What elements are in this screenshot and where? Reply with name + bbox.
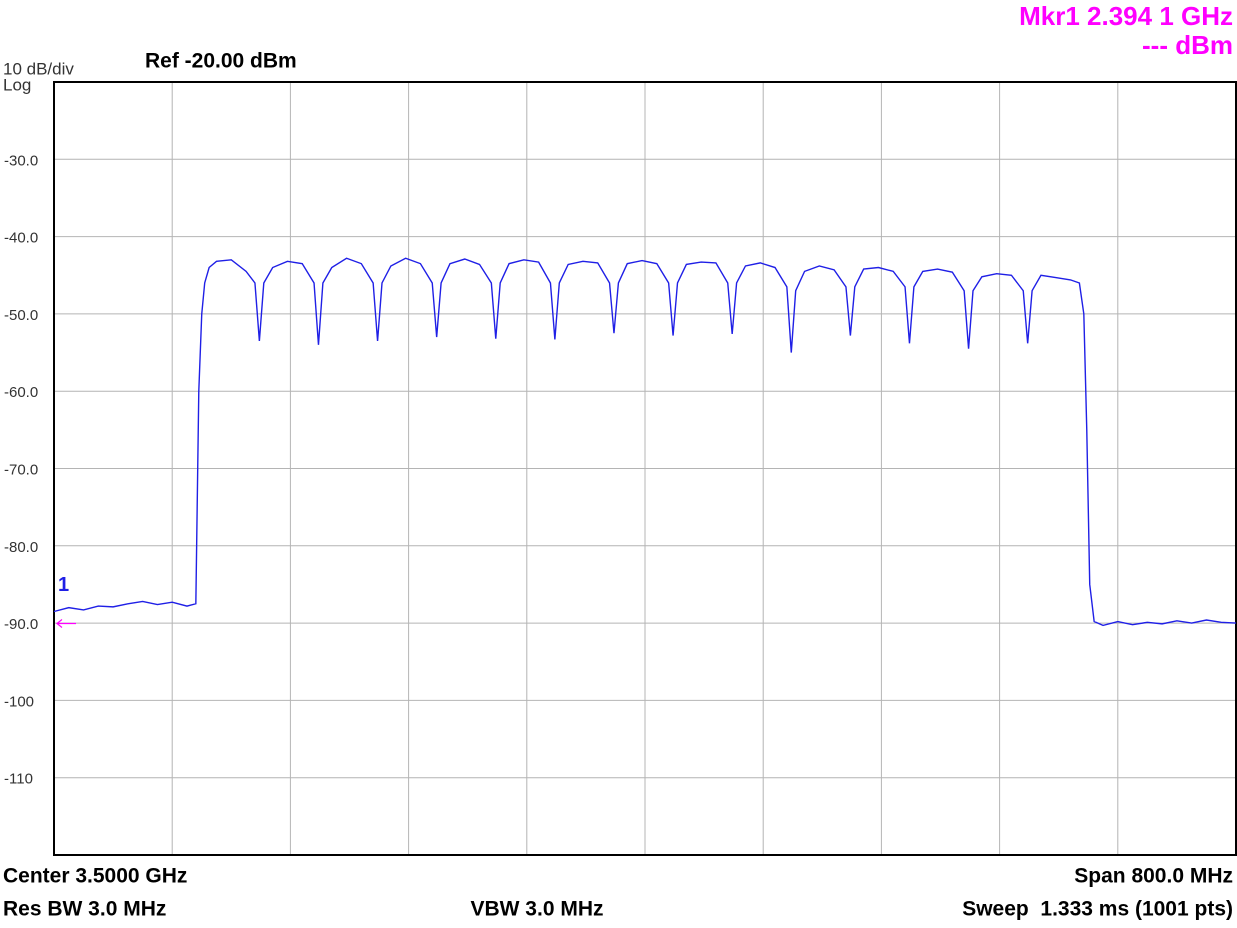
marker-frequency: Mkr1 2.394 1 GHz <box>1019 1 1233 31</box>
sweep: Sweep 1.333 ms (1001 pts) <box>962 898 1233 921</box>
span: Span 800.0 MHz <box>1074 865 1233 888</box>
video-bandwidth: VBW 3.0 MHz <box>470 898 603 921</box>
marker-amplitude: --- dBm <box>1142 30 1233 60</box>
center-frequency: Center 3.5000 GHz <box>3 865 187 888</box>
plot-border <box>53 81 1237 856</box>
y-tick-label: -70.0 <box>4 461 38 478</box>
y-tick-label: -40.0 <box>4 230 38 247</box>
marker-label: 1 <box>58 574 69 596</box>
scale-type: Log <box>3 75 31 94</box>
y-tick-label: -90.0 <box>4 616 38 633</box>
y-tick-label: -50.0 <box>4 307 38 324</box>
ref-arrow <box>56 619 76 628</box>
y-tick-label: -100 <box>4 693 34 710</box>
y-tick-label: -80.0 <box>4 539 38 556</box>
resolution-bandwidth: Res BW 3.0 MHz <box>3 898 166 921</box>
y-tick-label: -110 <box>4 771 33 788</box>
scale-label: 10 dB/div <box>3 59 74 78</box>
reference-level: Ref -20.00 dBm <box>145 50 297 73</box>
y-tick-label: -30.0 <box>4 152 38 169</box>
y-tick-label: -60.0 <box>4 384 38 401</box>
trace <box>53 257 1237 627</box>
